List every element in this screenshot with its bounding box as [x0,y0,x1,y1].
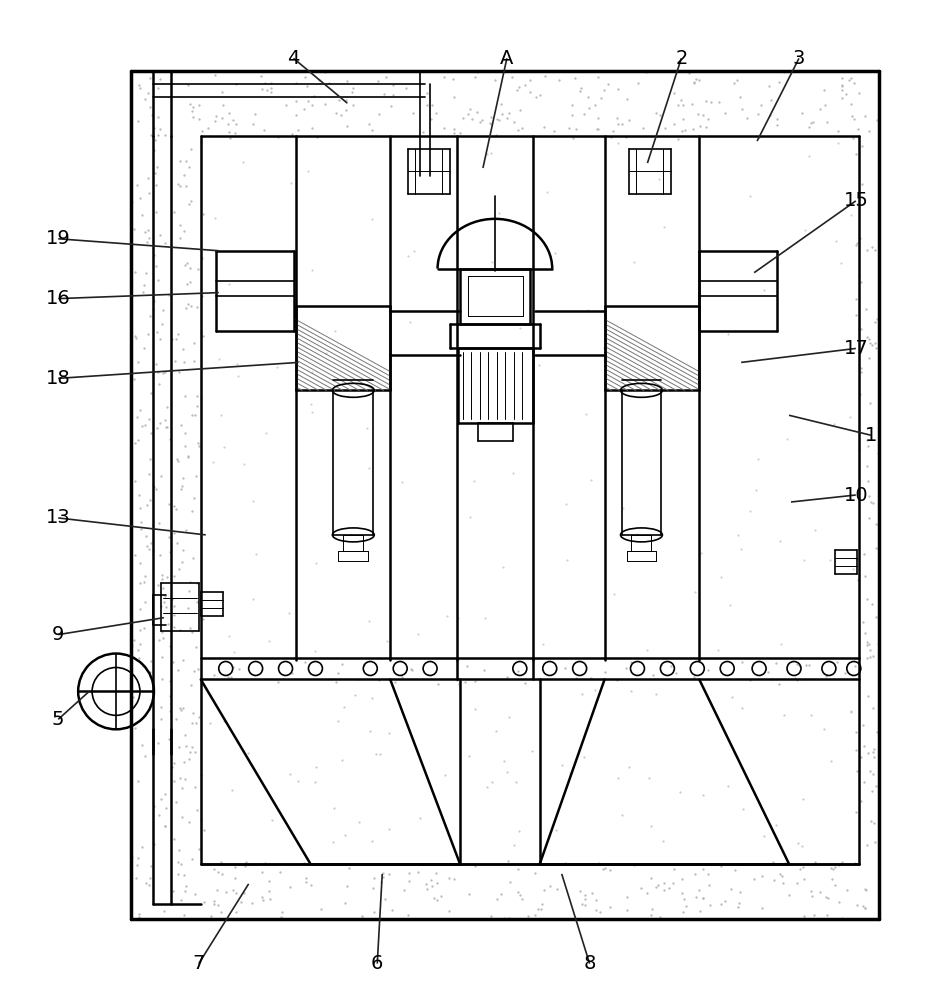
Text: 9: 9 [52,625,65,644]
Text: 7: 7 [192,954,205,973]
Text: 13: 13 [46,508,70,527]
Text: 5: 5 [52,710,65,729]
Text: 3: 3 [793,49,805,68]
Text: 16: 16 [46,289,70,308]
Text: 2: 2 [675,49,687,68]
Text: 18: 18 [46,369,70,388]
Text: 19: 19 [46,229,70,248]
Text: 15: 15 [844,191,869,210]
Text: 17: 17 [844,339,869,358]
Text: A: A [500,49,513,68]
Text: 4: 4 [288,49,300,68]
Text: 6: 6 [371,954,384,973]
Text: 8: 8 [584,954,596,973]
Text: 10: 10 [844,486,869,505]
Text: 1: 1 [865,426,877,445]
